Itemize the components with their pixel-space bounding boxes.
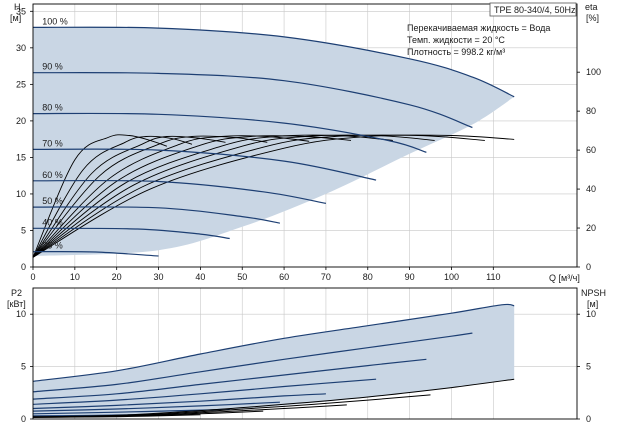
head-curve-5 — [32, 206, 281, 224]
p2-tick-label-0: 0 — [21, 414, 26, 424]
eta-axis-label: eta — [585, 2, 598, 12]
eta-tick-label-3: 60 — [586, 145, 596, 155]
speed-label-6: 40 % — [42, 217, 63, 227]
head-speed-curves — [32, 26, 515, 257]
h-axis-unit: [м] — [10, 13, 21, 23]
speed-label-3: 70 % — [42, 138, 63, 148]
head-curve-0 — [32, 26, 515, 98]
npsh-curve-0 — [32, 378, 515, 418]
npsh-curves — [32, 378, 515, 418]
eta-tick-label-0: 0 — [586, 262, 591, 272]
efficiency-curves — [32, 134, 515, 258]
q-tick-label-4: 40 — [195, 272, 205, 282]
h-tick-label-1: 5 — [21, 225, 26, 235]
head-efficiency-chart: 100 % 90 % 80 % 70 % 60 % 50 % 40 % 25 % 0 10 20 3… — [10, 2, 601, 283]
model-label: TPE 80-340/4, 50Hz — [494, 5, 576, 15]
head-plot-frame — [32, 3, 578, 268]
speed-percentage-labels: 100 % 90 % 80 % 70 % 60 % 50 % 40 % 25 % — [42, 16, 68, 250]
head-curve-1 — [32, 72, 473, 129]
efficiency-curve-4 — [32, 135, 310, 258]
q-tick-label-5: 50 — [237, 272, 247, 282]
p2-tick-label-2: 10 — [16, 309, 26, 319]
npsh-tick-label-1: 5 — [586, 362, 591, 372]
head-chart-axes: 0 10 20 30 40 50 60 70 80 90 100 110 0 5 10 15 20 25 30 35 0… — [16, 3, 601, 282]
npsh-axis-label: NPSH — [581, 288, 606, 298]
h-tick-label-4: 20 — [16, 116, 26, 126]
head-curve-3 — [32, 148, 377, 181]
eta-tick-label-4: 80 — [586, 106, 596, 116]
q-tick-label-11: 110 — [486, 272, 500, 282]
fluid-info-line-3: Плотность = 998.2 кг/м³ — [407, 47, 505, 57]
speed-label-7: 25 % — [42, 241, 63, 251]
q-tick-label-1: 10 — [70, 272, 80, 282]
h-tick-label-7: 35 — [16, 6, 26, 16]
npsh-tick-label-2: 10 — [586, 309, 596, 319]
q-tick-label-10: 100 — [444, 272, 459, 282]
q-axis-label: Q [м³/ч] — [549, 273, 580, 283]
eta-tick-label-5: 100 — [586, 67, 601, 77]
fluid-info-line-1: Перекачиваемая жидкость = Вода — [407, 23, 550, 33]
power-operating-area — [33, 304, 515, 416]
speed-label-1: 90 % — [42, 62, 63, 72]
npsh-tick-label-0: 0 — [586, 414, 591, 424]
efficiency-curve-7 — [32, 134, 435, 258]
power-curve-3 — [32, 378, 377, 405]
p2-tick-label-1: 5 — [21, 362, 26, 372]
efficiency-curve-1 — [32, 135, 193, 258]
power-curve-1 — [32, 332, 473, 393]
speed-label-4: 60 % — [42, 170, 63, 180]
q-tick-label-6: 60 — [279, 272, 289, 282]
model-label-box — [489, 2, 577, 17]
q-tick-label-8: 80 — [363, 272, 373, 282]
power-curve-2 — [32, 358, 427, 400]
head-operating-area — [33, 27, 515, 257]
p2-axis-label: P2 — [11, 288, 22, 298]
eta-tick-label-1: 20 — [586, 223, 596, 233]
eta-tick-label-2: 40 — [586, 184, 596, 194]
speed-label-5: 50 % — [42, 196, 63, 206]
speed-label-2: 80 % — [42, 103, 63, 113]
h-axis-label: H — [14, 2, 21, 12]
efficiency-curve-9 — [32, 134, 515, 258]
power-plot-frame — [32, 287, 578, 420]
h-tick-label-2: 10 — [16, 189, 26, 199]
eta-axis-unit: [%] — [586, 13, 599, 23]
fluid-info-line-2: Темп. жидкости = 20 °C — [407, 35, 505, 45]
p2-axis-unit: [кВт] — [7, 299, 26, 309]
speed-label-0: 100 % — [42, 16, 68, 26]
power-speed-curves — [32, 303, 515, 417]
q-tick-label-3: 30 — [154, 272, 164, 282]
power-npsh-chart: 0 5 10 0 5 10 P2 [кВт] NPSH [м] — [7, 287, 606, 424]
head-curve-7 — [32, 250, 159, 257]
h-tick-label-0: 0 — [21, 262, 26, 272]
power-curve-0 — [32, 303, 515, 382]
q-tick-label-2: 20 — [112, 272, 122, 282]
head-curve-2 — [32, 112, 427, 153]
npsh-axis-unit: [м] — [587, 299, 598, 309]
h-tick-label-5: 25 — [16, 79, 26, 89]
q-tick-label-0: 0 — [30, 272, 35, 282]
q-tick-label-7: 70 — [321, 272, 331, 282]
h-tick-label-6: 30 — [16, 43, 26, 53]
head-curve-4 — [32, 179, 327, 204]
power-curve-5 — [32, 401, 280, 412]
head-curve-6 — [32, 227, 230, 240]
power-chart-axes: 0 5 10 0 5 10 — [16, 287, 596, 424]
power-curve-4 — [32, 393, 326, 410]
q-tick-label-9: 90 — [405, 272, 415, 282]
npsh-curve-4 — [32, 414, 201, 418]
h-tick-label-3: 15 — [16, 152, 26, 162]
